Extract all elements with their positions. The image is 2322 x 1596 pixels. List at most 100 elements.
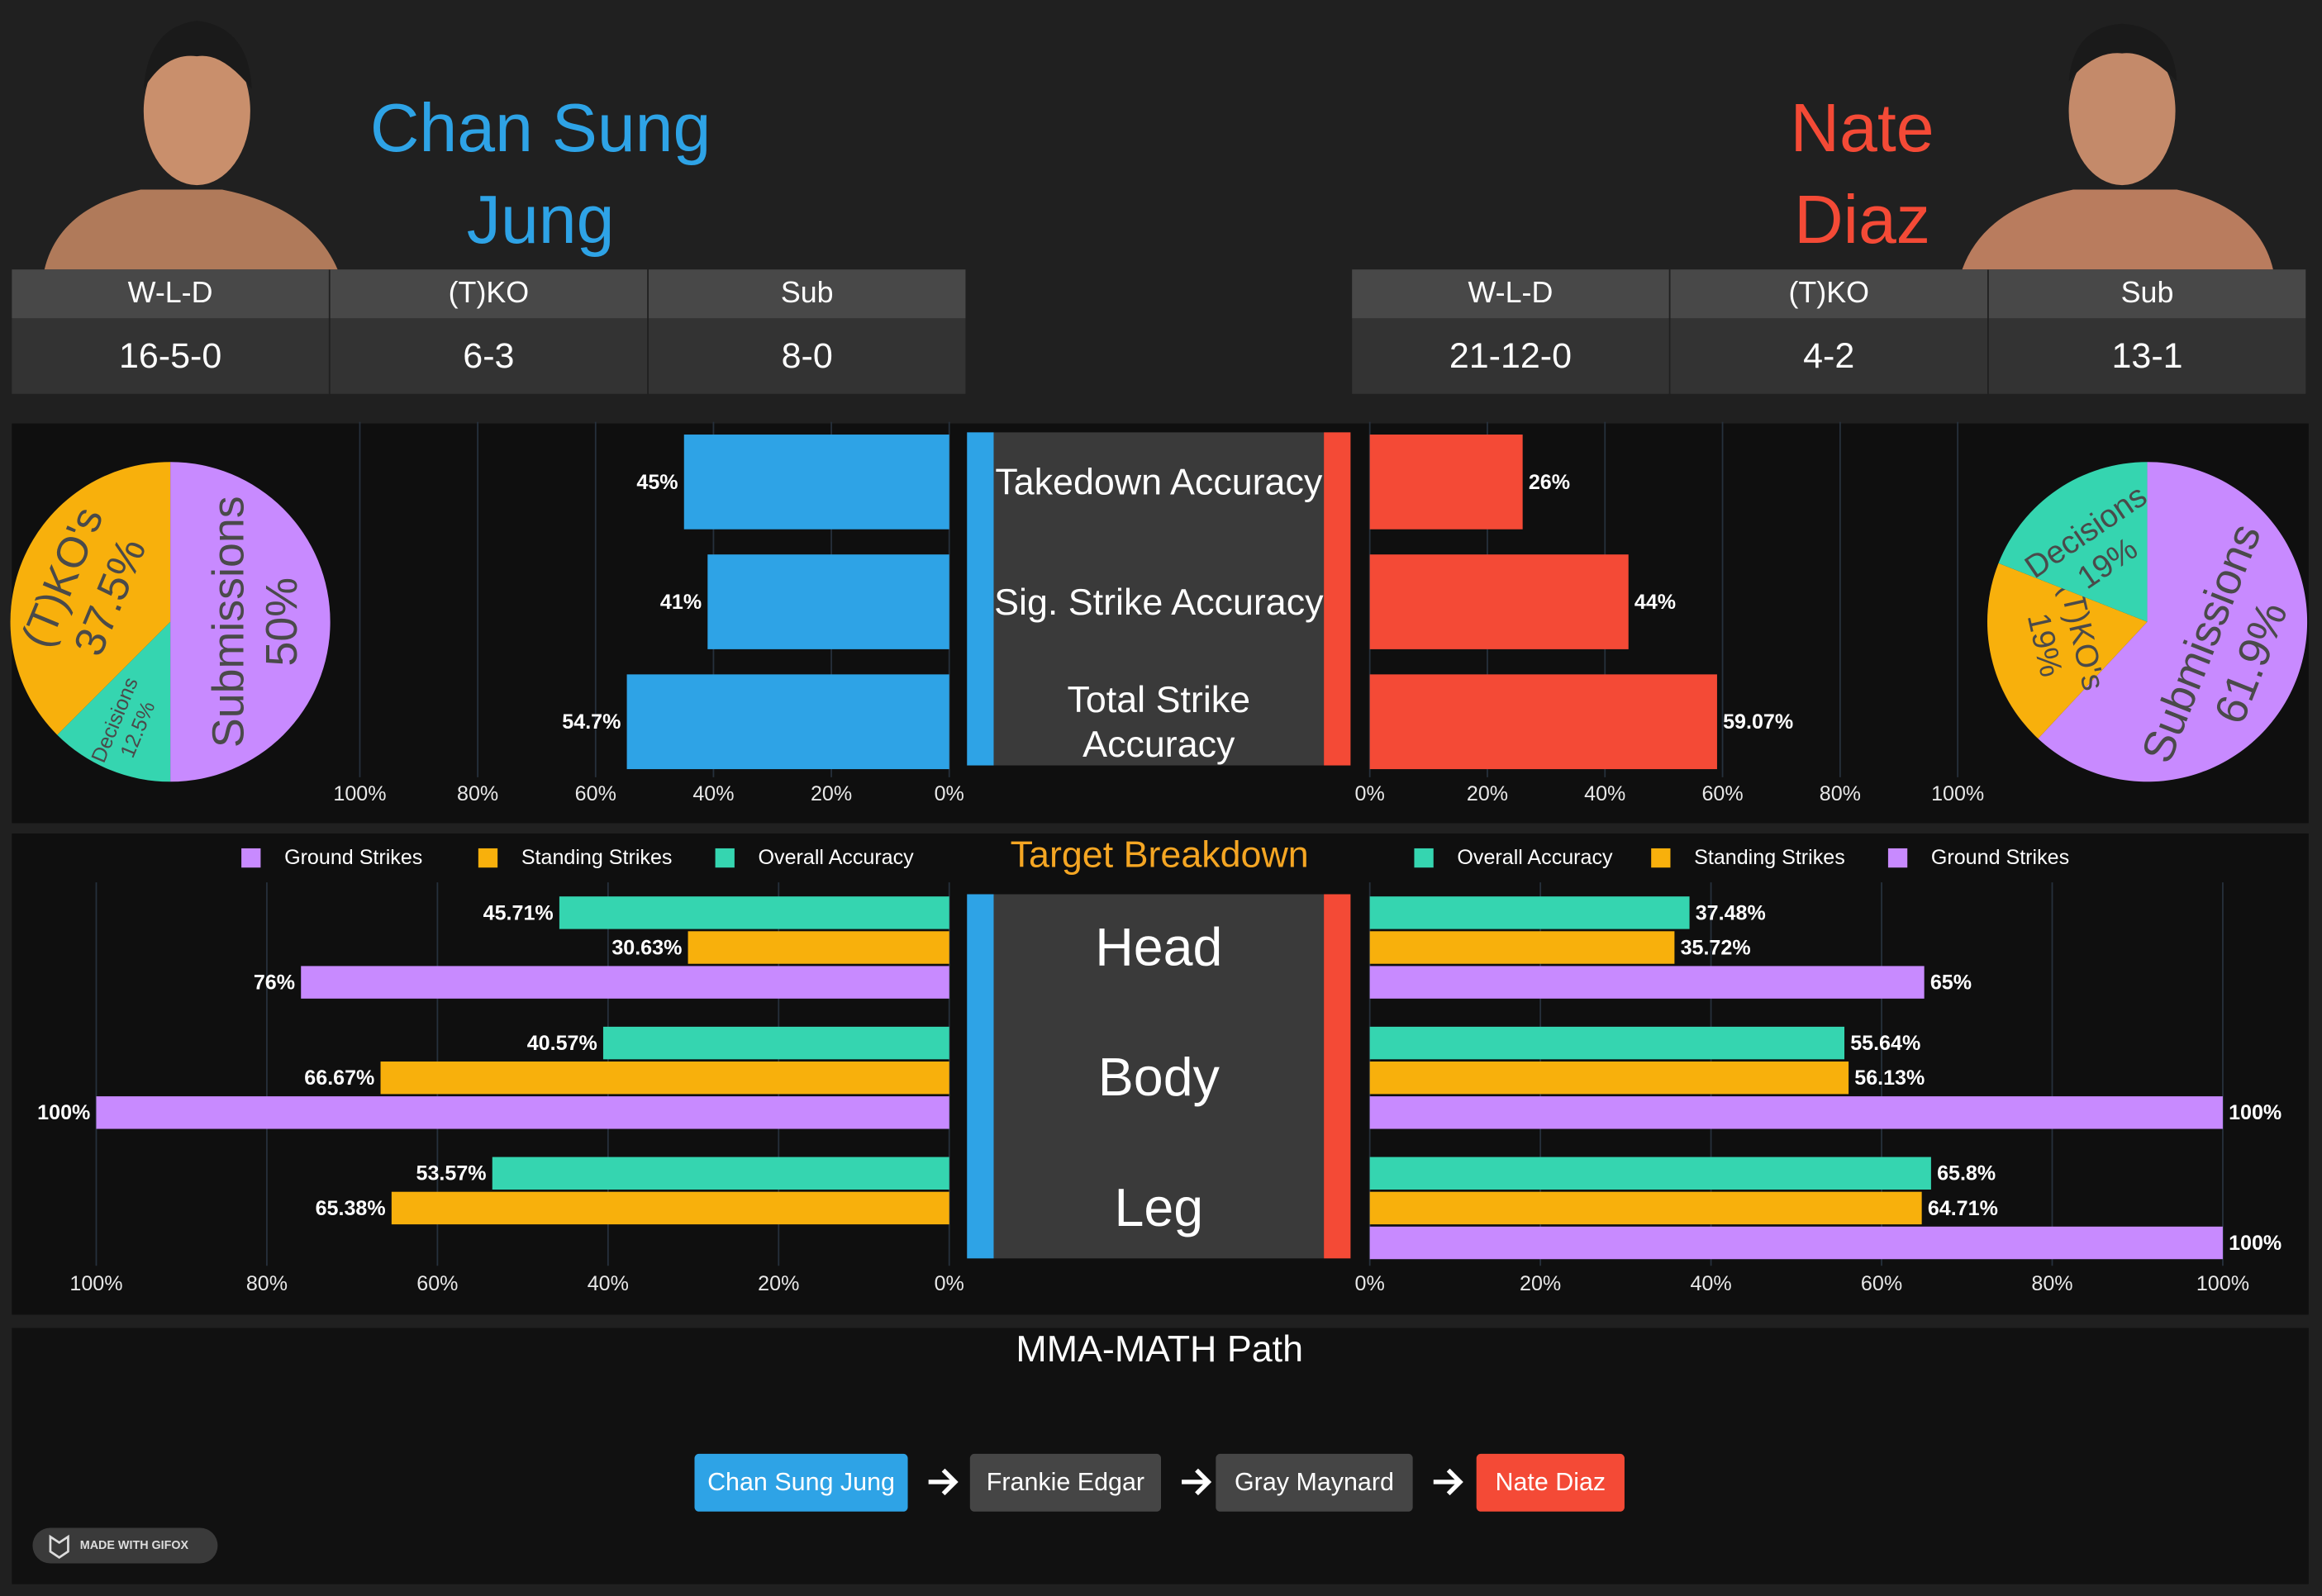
- bar: [602, 1026, 949, 1060]
- fighter-name: Nate Diaz: [1790, 88, 1934, 258]
- path-node-box[interactable]: [1216, 1453, 1413, 1512]
- x-tick-label: 40%: [588, 1272, 629, 1295]
- bar: [1369, 1191, 1922, 1225]
- path-node-label[interactable]: Frankie Edgar: [987, 1468, 1144, 1496]
- path-node-label[interactable]: Chan Sung Jung: [707, 1468, 895, 1496]
- stat-header-cell: [12, 269, 329, 319]
- stat-label: Sub: [781, 276, 834, 309]
- x-tick-label: 100%: [69, 1272, 122, 1295]
- chart-title: Target Breakdown: [1011, 834, 1309, 876]
- legend-label: Standing Strikes: [1694, 846, 1845, 869]
- bar: [1369, 1157, 1931, 1190]
- x-tick-label: 100%: [1931, 782, 1984, 805]
- legend-swatch: [1651, 848, 1671, 868]
- value-label: 100%: [2229, 1101, 2282, 1124]
- category-label: Head: [1095, 917, 1223, 978]
- category-label: Total Strike Accuracy: [1067, 678, 1251, 765]
- value-label: 65.8%: [1937, 1162, 1996, 1185]
- value-label: 54.7%: [562, 710, 621, 734]
- badge-label: MADE WITH GIFOX: [80, 1539, 189, 1552]
- stat-header-cell: [1670, 269, 1987, 319]
- pie-slice: [57, 621, 171, 782]
- category-label-box: Body: [1097, 1047, 1220, 1109]
- bar: [380, 1061, 949, 1095]
- fighter-name: Chan Sung Jung: [369, 88, 711, 258]
- pie-slice: [1998, 462, 2148, 622]
- x-tick-label: 80%: [2031, 1272, 2072, 1295]
- legend-label: Overall Accuracy: [759, 846, 915, 869]
- x-tick-label: 80%: [1820, 782, 1861, 805]
- x-tick-label: 40%: [1690, 1272, 1731, 1295]
- value-label: 59.07%: [1723, 710, 1793, 734]
- x-tick-label: 80%: [457, 782, 498, 805]
- shoulders: [1962, 189, 2273, 270]
- value-label: 66.67%: [304, 1066, 374, 1090]
- stat-header-cell: [1352, 269, 1669, 319]
- stat-label: W-L-D: [128, 276, 213, 309]
- path-node[interactable]: Nate Diaz: [1476, 1453, 1625, 1512]
- head: [143, 36, 250, 186]
- category-label: Body: [1097, 1047, 1220, 1109]
- category-label: Sig. Strike Accuracy: [994, 581, 1324, 623]
- x-tick-label: 80%: [246, 1272, 288, 1295]
- portrait-right: [1962, 23, 2273, 270]
- fighter-name-box: Chan Sung Jung: [369, 88, 711, 258]
- path-node[interactable]: Gray Maynard: [1216, 1453, 1413, 1512]
- legend-label: Ground Strikes: [1931, 846, 2069, 869]
- bar: [707, 554, 949, 649]
- head: [2068, 36, 2176, 186]
- category-label-box: Takedown Accuracy: [995, 461, 1322, 502]
- x-tick-label: 20%: [1467, 782, 1508, 805]
- stat-label: W-L-D: [1468, 276, 1554, 309]
- value-label: 55.64%: [1850, 1032, 1920, 1055]
- stat-value-cell: [330, 318, 648, 394]
- legend-label: Overall Accuracy: [1457, 846, 1613, 869]
- center-stripe-right: [1324, 432, 1351, 766]
- category-label-box: Sig. Strike Accuracy: [994, 581, 1324, 623]
- path-node-box[interactable]: [1476, 1453, 1625, 1512]
- category-label-box: Head: [1095, 917, 1223, 978]
- path-arrow: [928, 1468, 959, 1496]
- path-node[interactable]: Frankie Edgar: [969, 1453, 1161, 1512]
- bar: [626, 674, 949, 770]
- stat-label: (T)KO: [449, 276, 530, 309]
- stat-value: 21-12-0: [1449, 336, 1572, 376]
- bar: [1369, 554, 1629, 649]
- pie-label: Submissions 50%: [203, 496, 307, 748]
- path-node-label[interactable]: Nate Diaz: [1495, 1468, 1606, 1496]
- fighter-tables: Chan Sung Jung W-L-D 16-5-0 (T)KO 6-3 Sub 8-0 N…: [12, 88, 2306, 394]
- stat-label: Sub: [2121, 276, 2174, 309]
- bar: [1369, 1061, 1849, 1095]
- value-label: 64.71%: [1928, 1197, 1998, 1220]
- x-tick-label: 60%: [575, 782, 616, 805]
- category-label-box: Leg: [1114, 1177, 1204, 1238]
- x-tick-label: 60%: [1861, 1272, 1902, 1295]
- category-label: Leg: [1114, 1177, 1204, 1238]
- path-arrow: [1433, 1468, 1463, 1496]
- bar: [683, 435, 949, 530]
- x-tick-label: 100%: [333, 782, 386, 805]
- stat-header-cell: [648, 269, 966, 319]
- legend-label: Ground Strikes: [284, 846, 422, 869]
- path-node[interactable]: Chan Sung Jung: [694, 1453, 908, 1512]
- stat-header-cell: [1988, 269, 2306, 319]
- hair: [143, 21, 252, 89]
- shoulders: [44, 189, 338, 270]
- value-label: 37.48%: [1696, 901, 1766, 924]
- stat-value: 8-0: [782, 336, 833, 376]
- x-tick-label: 0%: [1355, 782, 1385, 805]
- legend-label: Standing Strikes: [521, 846, 673, 869]
- path-node-box[interactable]: [694, 1453, 908, 1512]
- x-tick-label: 20%: [1520, 1272, 1561, 1295]
- legend-swatch: [478, 848, 498, 868]
- path-node-label[interactable]: Gray Maynard: [1235, 1468, 1394, 1496]
- path-node-box[interactable]: [969, 1453, 1161, 1512]
- x-tick-label: 0%: [1355, 1272, 1385, 1295]
- value-label: 100%: [2229, 1232, 2282, 1255]
- badge-box: [32, 1527, 218, 1564]
- stat-value: 6-3: [463, 336, 514, 376]
- stat-value: 13-1: [2111, 336, 2182, 376]
- bar: [1369, 1096, 2223, 1129]
